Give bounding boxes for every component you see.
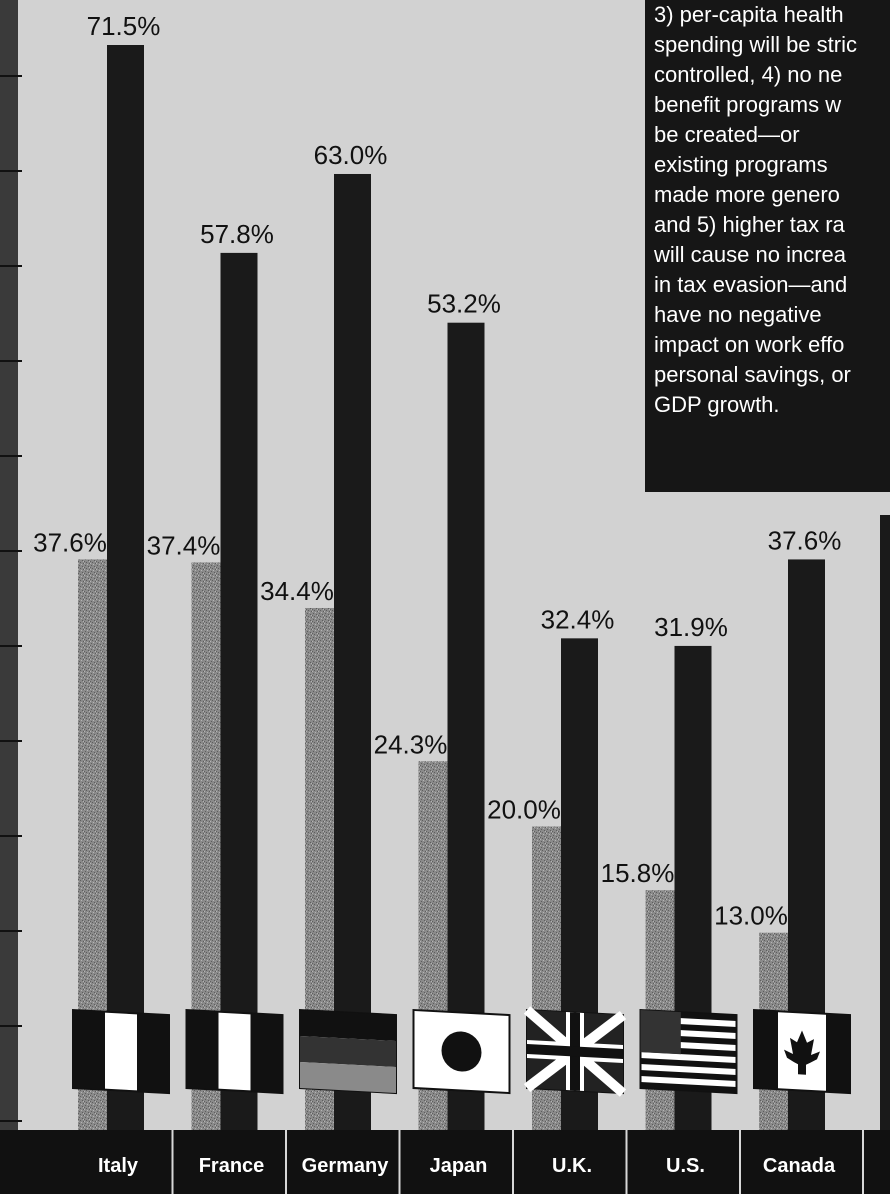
flag-stripe	[300, 1036, 396, 1068]
text-box-line: will cause no increa	[654, 242, 846, 267]
annotation-text-box: 3) per-capita health spending will be st…	[645, 0, 890, 492]
france-flag-icon	[185, 1008, 284, 1095]
data-label-dark: 57.8%	[200, 219, 274, 249]
text-box-line: spending will be stric	[654, 32, 857, 57]
data-label-light: 37.6%	[33, 527, 107, 557]
data-label-dark: 32.4%	[541, 604, 615, 634]
category-divider	[171, 1130, 174, 1194]
data-label-light: 20.0%	[487, 795, 561, 825]
flag-stripe	[300, 1062, 396, 1094]
text-box-line: and 5) higher tax ra	[654, 212, 845, 237]
us-flag-icon	[639, 1008, 738, 1095]
data-label-dark: 71.5%	[87, 11, 161, 41]
axis-tick	[0, 360, 22, 362]
maple-leaf-icon	[784, 1030, 820, 1075]
axis-tick	[0, 645, 22, 647]
text-box-line: existing programs	[654, 152, 828, 177]
axis-tick	[0, 1120, 22, 1122]
data-label-light: 13.0%	[714, 901, 788, 931]
text-box-line: impact on work effo	[654, 332, 845, 357]
flag-stripe	[640, 1058, 737, 1070]
italy-flag-icon	[72, 1008, 170, 1095]
axis-tick	[0, 1025, 22, 1027]
flag-stripe	[137, 1013, 169, 1094]
category-divider	[398, 1130, 401, 1194]
axis-tick	[0, 75, 22, 77]
flag-disc	[441, 1031, 482, 1072]
uk-flag-icon	[523, 1006, 627, 1097]
category-divider	[512, 1130, 514, 1194]
category-divider	[285, 1130, 287, 1194]
bar-dark-germany	[334, 173, 371, 1130]
bar-dark-partial	[880, 515, 890, 1130]
axis-tick	[0, 170, 22, 172]
category-divider	[625, 1130, 628, 1194]
canada-flag-icon	[753, 1008, 851, 1095]
germany-flag-icon	[299, 1008, 397, 1095]
category-label-italy: Italy	[98, 1155, 139, 1177]
data-label-light: 37.4%	[147, 530, 221, 560]
text-box-line: in tax evasion—and	[654, 272, 848, 297]
bar-dark-france	[220, 252, 258, 1130]
text-box-line: personal savings, or	[654, 362, 851, 387]
text-box-line: be created—or	[654, 122, 800, 147]
japan-flag-icon	[412, 1008, 511, 1095]
axis-tick	[0, 740, 22, 742]
category-label-france: France	[199, 1155, 265, 1177]
text-box-line: 3) per-capita health	[654, 2, 844, 27]
bar-dark-italy	[107, 45, 144, 1130]
axis-tick	[0, 455, 22, 457]
left-axis-strip	[0, 0, 18, 1138]
flag-stripe	[640, 1082, 737, 1094]
data-label-dark: 31.9%	[654, 612, 728, 642]
bar-dark-japan	[447, 322, 485, 1130]
data-label-light: 34.4%	[260, 576, 334, 606]
category-label-us: U.S.	[666, 1155, 705, 1177]
flag-stripe	[754, 1010, 778, 1090]
category-band	[0, 1130, 890, 1194]
data-label-dark: 37.6%	[768, 525, 842, 555]
flag-stripe	[826, 1013, 850, 1094]
category-divider	[862, 1130, 864, 1194]
text-box-line: have no negative	[654, 302, 822, 327]
flag-stripe	[640, 1070, 737, 1082]
flag-canton	[640, 1009, 681, 1055]
data-label-light: 24.3%	[374, 729, 448, 759]
category-label-japan: Japan	[430, 1155, 488, 1177]
text-box-line: GDP growth.	[654, 392, 780, 417]
text-box-line: controlled, 4) no ne	[654, 62, 843, 87]
category-label-germany: Germany	[302, 1155, 390, 1177]
category-label-canada: Canada	[763, 1155, 836, 1177]
category-divider	[739, 1130, 741, 1194]
data-label-dark: 53.2%	[427, 289, 501, 319]
text-box-line: benefit programs w	[654, 92, 842, 117]
axis-tick	[0, 835, 22, 837]
axis-tick	[0, 930, 22, 932]
axis-tick	[0, 265, 22, 267]
flag-stripe	[186, 1010, 219, 1090]
axis-tick	[0, 550, 22, 552]
data-label-light: 15.8%	[601, 858, 675, 888]
flag-stripe	[73, 1010, 105, 1090]
flag-cross	[527, 1044, 623, 1060]
text-box-line: made more genero	[654, 182, 840, 207]
flag-stripe	[300, 1009, 396, 1042]
data-label-dark: 63.0%	[314, 140, 388, 170]
category-label-uk: U.K.	[552, 1155, 592, 1177]
flag-stripe	[250, 1013, 283, 1094]
